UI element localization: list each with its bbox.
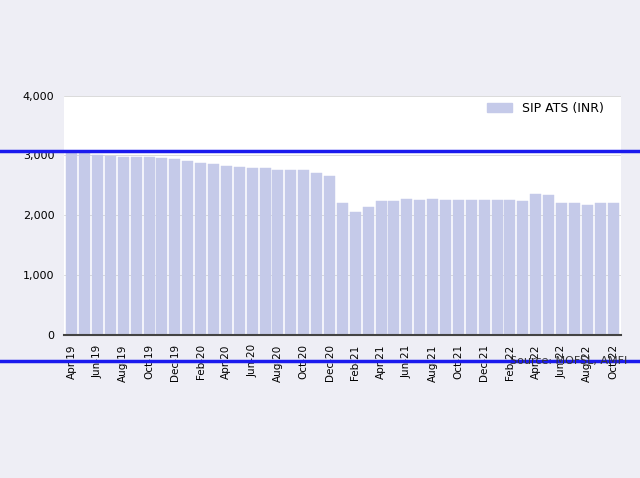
Bar (156, 158, 168, 335)
Bar (324, 176, 335, 335)
Bar (234, 167, 244, 335)
Bar (67, 151, 77, 335)
Bar (531, 194, 541, 335)
Legend: SIP ATS (INR): SIP ATS (INR) (482, 97, 609, 120)
Bar (105, 156, 116, 335)
Bar (221, 166, 232, 335)
Bar (208, 163, 219, 335)
Bar (492, 199, 502, 335)
Bar (131, 157, 141, 335)
Bar (607, 203, 618, 335)
Bar (479, 200, 490, 335)
Bar (170, 159, 180, 335)
Bar (273, 170, 284, 335)
Bar (118, 157, 129, 335)
Bar (582, 205, 593, 335)
Bar (246, 168, 258, 335)
Bar (414, 200, 425, 335)
Bar (556, 203, 567, 335)
Bar (427, 199, 438, 335)
Bar (595, 203, 605, 335)
Bar (363, 207, 374, 335)
Bar (143, 157, 154, 335)
Bar (517, 201, 529, 335)
Bar (401, 199, 412, 335)
Bar (285, 170, 296, 335)
Bar (453, 199, 464, 335)
Bar (543, 196, 554, 335)
Bar (298, 170, 309, 335)
Bar (466, 199, 477, 335)
Bar (504, 200, 515, 335)
Bar (79, 153, 90, 335)
Bar (337, 203, 348, 335)
Bar (388, 201, 399, 335)
Bar (92, 155, 103, 335)
Bar (376, 201, 387, 335)
Bar (182, 161, 193, 335)
Bar (569, 203, 580, 335)
Bar (195, 163, 206, 335)
Bar (440, 199, 451, 335)
Text: Source: MOFSL, AMFI: Source: MOFSL, AMFI (510, 356, 627, 366)
Bar (350, 211, 361, 335)
Bar (311, 173, 322, 335)
Bar (260, 169, 271, 335)
